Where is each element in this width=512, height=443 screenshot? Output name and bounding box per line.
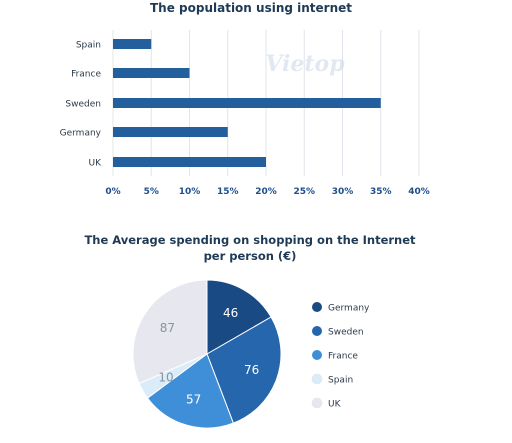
x-tick-label: 30% xyxy=(332,187,354,197)
pie-chart: The Average spending on shopping on the … xyxy=(84,233,416,429)
bar-germany xyxy=(113,127,228,137)
pie-value-label: 76 xyxy=(244,363,259,377)
category-label: Sweden xyxy=(65,100,101,110)
pie-slice-sweden xyxy=(206,316,282,424)
x-tick-label: 20% xyxy=(255,187,277,197)
x-tick-label: 40% xyxy=(408,187,430,197)
pie-slice-germany xyxy=(206,279,272,355)
category-label: France xyxy=(71,70,101,80)
legend-swatch xyxy=(312,302,322,312)
legend-swatch xyxy=(311,373,323,385)
pie-value-label: 10 xyxy=(158,371,173,385)
x-tick-label: 15% xyxy=(217,187,239,197)
legend-label: Sweden xyxy=(328,328,364,338)
legend-label: France xyxy=(328,352,358,362)
pie-chart-title-line-1: The Average spending on shopping on the … xyxy=(84,233,416,247)
bar-sweden xyxy=(113,98,381,108)
x-tick-label: 25% xyxy=(293,187,315,197)
legend-label: Spain xyxy=(328,376,353,386)
pie-value-label: 46 xyxy=(223,306,238,320)
x-tick-label: 35% xyxy=(370,187,392,197)
category-label: Spain xyxy=(76,41,101,51)
bar-uk xyxy=(113,157,266,167)
bar-spain xyxy=(113,39,152,49)
pie-slice-uk xyxy=(132,279,208,385)
legend-swatch xyxy=(312,326,322,336)
x-tick-label: 10% xyxy=(179,187,201,197)
bar-chart: The population using internet Vietop Spa… xyxy=(60,1,430,197)
pie-slice-france xyxy=(146,353,235,429)
pie-value-label: 57 xyxy=(186,393,201,407)
pie-chart-title-line-2: per person (€) xyxy=(204,249,297,263)
legend-label: UK xyxy=(328,400,342,410)
legend-label: Germany xyxy=(328,304,370,314)
category-label: Germany xyxy=(60,129,102,139)
category-label: UK xyxy=(89,159,103,169)
pie-value-label: 87 xyxy=(160,321,175,335)
bar-chart-title: The population using internet xyxy=(150,1,352,15)
bar-france xyxy=(113,68,190,78)
legend-swatch xyxy=(311,397,323,409)
watermark: Vietop xyxy=(265,51,345,77)
legend-swatch xyxy=(312,350,322,360)
x-tick-label: 5% xyxy=(144,187,159,197)
x-tick-label: 0% xyxy=(105,187,120,197)
